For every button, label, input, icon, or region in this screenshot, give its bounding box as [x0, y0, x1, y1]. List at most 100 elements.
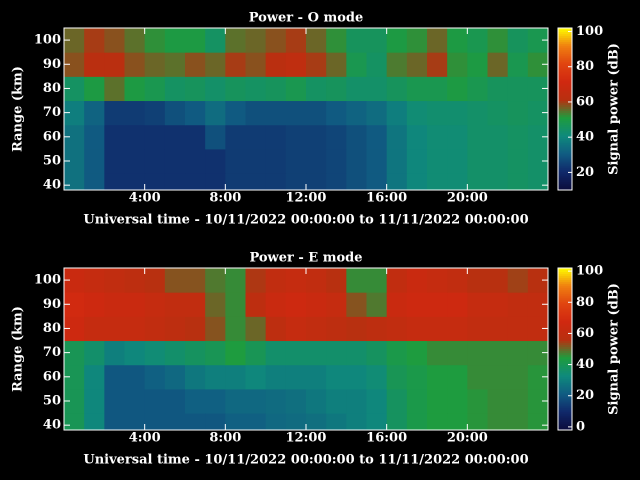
y-tick-label: 50: [43, 153, 61, 168]
heat-cell: [406, 316, 428, 342]
colorbar-cell: [558, 70, 572, 74]
heat-cell: [185, 124, 206, 150]
heat-cell: [185, 364, 206, 390]
heat-cell: [164, 28, 186, 53]
heat-cell: [326, 340, 347, 366]
colorbar-cell: [558, 288, 572, 291]
colorbar-cell: [558, 340, 572, 344]
colorbar-cell: [558, 133, 572, 136]
heat-cell: [427, 388, 448, 414]
colorbar-cell: [558, 131, 572, 134]
colorbar-cell: [558, 143, 572, 146]
colorbar-cell: [558, 316, 572, 320]
heat-cell: [124, 76, 146, 102]
heat-cell: [124, 148, 146, 174]
heat-cell: [527, 148, 548, 174]
heat-cell: [507, 316, 529, 342]
heat-cell: [467, 52, 488, 77]
heat-cell: [245, 124, 267, 150]
heat-cell: [366, 364, 388, 390]
colorbar-cell: [558, 338, 572, 342]
colorbar-cell: [558, 346, 572, 350]
heat-cell: [306, 52, 327, 77]
heat-cell: [406, 100, 428, 126]
heat-cell: [225, 28, 246, 53]
heat-cell: [285, 413, 307, 430]
heat-cell: [144, 148, 166, 174]
colorbar-cell: [558, 417, 572, 421]
colorbar-cell: [558, 161, 572, 165]
heat-cell: [225, 52, 246, 77]
colorbar-cell: [558, 365, 572, 368]
heat-cell: [144, 388, 166, 414]
y-tick-label: 60: [43, 129, 61, 144]
heat-cell: [285, 124, 307, 150]
heat-cell: [306, 413, 327, 430]
heat-cell: [527, 28, 548, 53]
heat-cell: [487, 316, 509, 342]
heat-cell: [124, 292, 146, 317]
colorbar-cell: [558, 62, 572, 65]
heat-cell: [245, 173, 267, 190]
y-axis-label: Range (km): [11, 66, 26, 152]
heat-cell: [225, 388, 246, 414]
heat-cell: [406, 28, 428, 53]
colorbar-cell: [558, 187, 572, 191]
colorbar-cell: [558, 90, 572, 94]
heat-cell: [84, 148, 105, 174]
x-tick-label: 16:00: [366, 431, 407, 446]
colorbar-cell: [558, 88, 572, 92]
heat-cell: [487, 52, 509, 77]
heat-cell: [104, 364, 125, 390]
y-tick-label: 80: [43, 81, 61, 96]
heat-cell: [245, 388, 267, 414]
heat-cell: [104, 413, 125, 430]
heat-cell: [427, 173, 448, 190]
colorbar-cell: [558, 76, 572, 80]
colorbar-cell: [558, 98, 572, 102]
heat-cell: [467, 413, 488, 430]
colorbar-cell: [558, 423, 572, 427]
colorbar-cell: [558, 270, 572, 273]
heat-cell: [386, 76, 408, 102]
heat-cell: [507, 388, 529, 414]
heat-cell: [427, 28, 448, 53]
colorbar-tick-label: 60: [576, 326, 594, 341]
colorbar-cell: [558, 145, 572, 148]
heat-cell: [406, 268, 428, 293]
heat-cell: [285, 340, 307, 366]
heat-cell: [185, 148, 206, 174]
heat-cell: [104, 316, 125, 342]
heat-cell: [447, 316, 468, 342]
x-tick-label: 12:00: [286, 431, 327, 446]
colorbar-label: Signal power (dB): [607, 43, 622, 175]
y-tick-label: 50: [43, 393, 61, 408]
heat-cell: [306, 124, 327, 150]
colorbar-cell: [558, 159, 572, 163]
heat-cell: [84, 28, 105, 53]
colorbar-cell: [558, 300, 572, 303]
heat-cell: [285, 268, 307, 293]
colorbar-cell: [558, 173, 572, 177]
x-tick-label: 20:00: [447, 191, 488, 206]
heat-cell: [185, 76, 206, 102]
colorbar-cell: [558, 371, 572, 374]
heat-cell: [386, 100, 408, 126]
heat-cell: [245, 292, 267, 317]
colorbar-cell: [558, 167, 572, 171]
heat-cell: [245, 413, 267, 430]
heat-cell: [447, 124, 468, 150]
colorbar-cell: [558, 425, 572, 429]
heat-cell: [84, 124, 105, 150]
colorbar-cell: [558, 306, 572, 309]
colorbar-cell: [558, 72, 572, 76]
heat-cell: [326, 148, 347, 174]
heat-cell: [507, 52, 529, 77]
heat-cell: [64, 100, 85, 126]
heat-cell: [427, 268, 448, 293]
colorbar-cell: [558, 104, 572, 108]
heat-cell: [346, 100, 367, 126]
y-tick-label: 80: [43, 321, 61, 336]
heat-cell: [326, 292, 347, 317]
